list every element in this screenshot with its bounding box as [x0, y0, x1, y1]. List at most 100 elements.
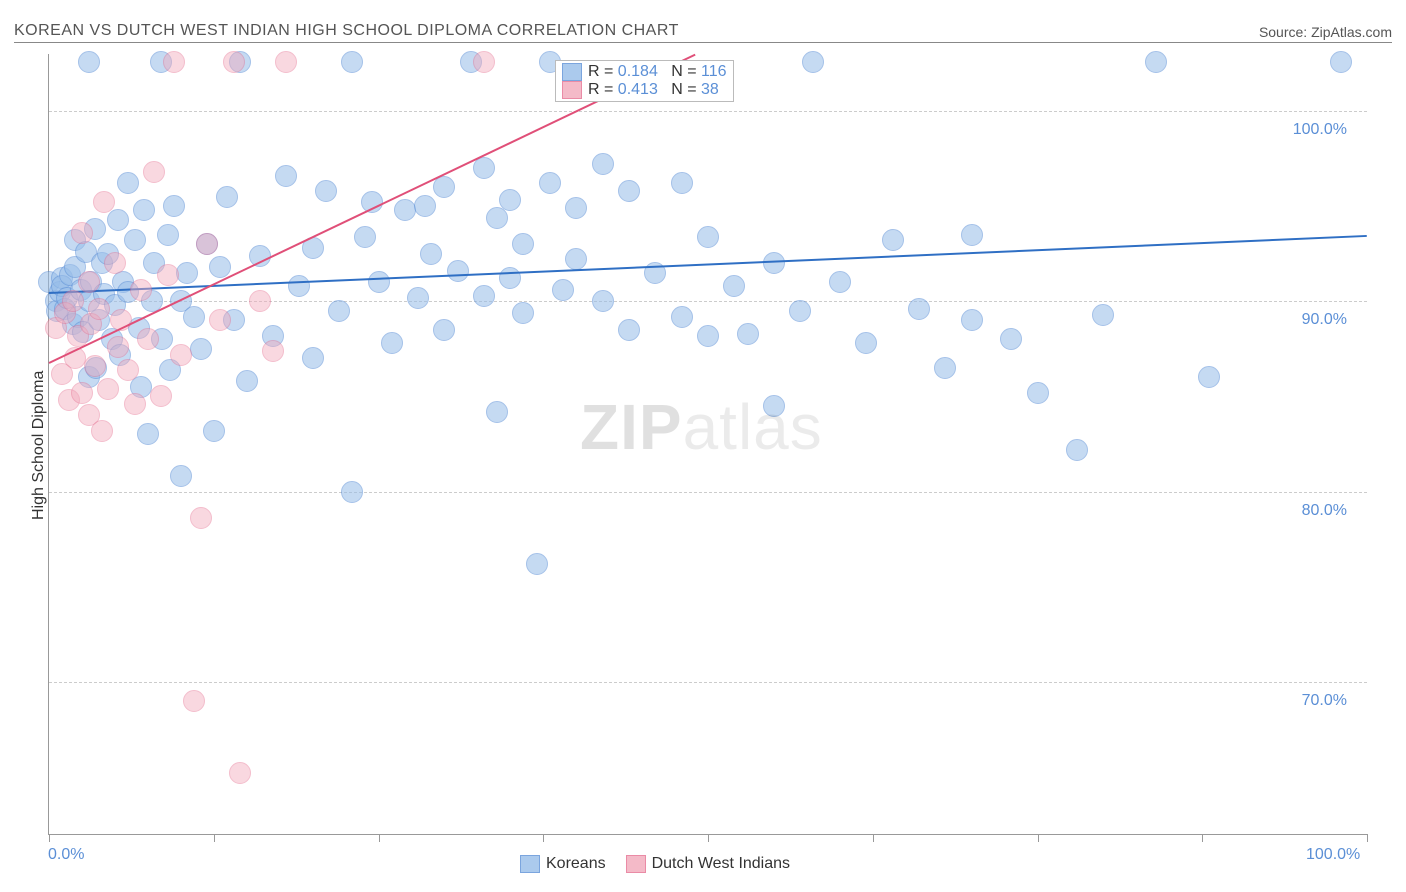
scatter-point	[78, 51, 100, 73]
scatter-point	[961, 224, 983, 246]
scatter-point	[723, 275, 745, 297]
scatter-point	[150, 385, 172, 407]
scatter-point	[130, 279, 152, 301]
scatter-point	[328, 300, 350, 322]
scatter-point	[671, 306, 693, 328]
scatter-point	[84, 355, 106, 377]
scatter-point	[190, 507, 212, 529]
scatter-point	[93, 191, 115, 213]
scatter-point	[249, 290, 271, 312]
scatter-point	[288, 275, 310, 297]
scatter-point	[414, 195, 436, 217]
y-tick-label: 100.0%	[1293, 121, 1347, 139]
scatter-point	[763, 252, 785, 274]
scatter-point	[275, 165, 297, 187]
scatter-point	[934, 357, 956, 379]
scatter-point	[229, 762, 251, 784]
scatter-point	[420, 243, 442, 265]
y-axis-label: High School Diploma	[30, 371, 48, 520]
series-legend-label: Koreans	[546, 855, 606, 873]
stats-legend-row: R = 0.184 N = 116	[562, 63, 727, 81]
scatter-point	[315, 180, 337, 202]
x-tick-label: 0.0%	[48, 846, 84, 864]
scatter-point	[117, 359, 139, 381]
scatter-point	[499, 189, 521, 211]
scatter-point	[236, 370, 258, 392]
y-tick-label: 80.0%	[1302, 502, 1347, 520]
x-tick	[1202, 834, 1203, 842]
legend-swatch	[562, 81, 582, 99]
scatter-point	[526, 553, 548, 575]
series-legend-label: Dutch West Indians	[652, 855, 790, 873]
scatter-point	[433, 176, 455, 198]
plot-area: 70.0%80.0%90.0%100.0%	[48, 54, 1367, 835]
scatter-point	[618, 319, 640, 341]
scatter-point	[592, 290, 614, 312]
scatter-point	[697, 226, 719, 248]
scatter-point	[592, 153, 614, 175]
scatter-point	[1198, 366, 1220, 388]
source-label: Source: ZipAtlas.com	[1259, 24, 1392, 42]
scatter-point	[394, 199, 416, 221]
scatter-point	[170, 465, 192, 487]
scatter-point	[486, 401, 508, 423]
scatter-point	[124, 393, 146, 415]
scatter-point	[908, 298, 930, 320]
scatter-point	[473, 285, 495, 307]
scatter-point	[124, 229, 146, 251]
scatter-point	[433, 319, 455, 341]
x-tick	[543, 834, 544, 842]
scatter-point	[107, 336, 129, 358]
series-legend: Koreans Dutch West Indians	[520, 855, 790, 873]
scatter-point	[62, 290, 84, 312]
scatter-point	[275, 51, 297, 73]
scatter-point	[71, 382, 93, 404]
legend-swatch	[520, 855, 540, 873]
scatter-point	[203, 420, 225, 442]
scatter-point	[407, 287, 429, 309]
scatter-point	[539, 172, 561, 194]
series-legend-item: Koreans	[520, 855, 606, 873]
chart-title: KOREAN VS DUTCH WEST INDIAN HIGH SCHOOL …	[14, 22, 679, 42]
scatter-point	[737, 323, 759, 345]
scatter-point	[183, 306, 205, 328]
scatter-point	[829, 271, 851, 293]
scatter-point	[143, 161, 165, 183]
scatter-point	[209, 309, 231, 331]
scatter-point	[671, 172, 693, 194]
scatter-point	[763, 395, 785, 417]
scatter-point	[697, 325, 719, 347]
legend-swatch	[562, 63, 582, 81]
scatter-point	[565, 197, 587, 219]
gridline	[49, 682, 1367, 683]
scatter-point	[302, 347, 324, 369]
scatter-point	[1027, 382, 1049, 404]
scatter-point	[447, 260, 469, 282]
x-tick	[49, 834, 50, 842]
scatter-point	[137, 328, 159, 350]
y-tick-label: 70.0%	[1302, 692, 1347, 710]
scatter-point	[71, 222, 93, 244]
scatter-point	[196, 233, 218, 255]
scatter-point	[855, 332, 877, 354]
scatter-point	[789, 300, 811, 322]
scatter-point	[381, 332, 403, 354]
scatter-point	[354, 226, 376, 248]
scatter-point	[1092, 304, 1114, 326]
scatter-point	[117, 172, 139, 194]
x-tick	[873, 834, 874, 842]
x-tick-label: 100.0%	[1306, 846, 1360, 864]
scatter-point	[183, 690, 205, 712]
scatter-point	[190, 338, 212, 360]
scatter-point	[341, 481, 363, 503]
scatter-point	[512, 302, 534, 324]
stats-legend-row: R = 0.413 N = 38	[562, 81, 727, 99]
scatter-point	[91, 420, 113, 442]
scatter-point	[78, 271, 100, 293]
scatter-point	[97, 378, 119, 400]
scatter-point	[1000, 328, 1022, 350]
x-tick	[708, 834, 709, 842]
scatter-point	[216, 186, 238, 208]
gridline	[49, 111, 1367, 112]
scatter-point	[512, 233, 534, 255]
